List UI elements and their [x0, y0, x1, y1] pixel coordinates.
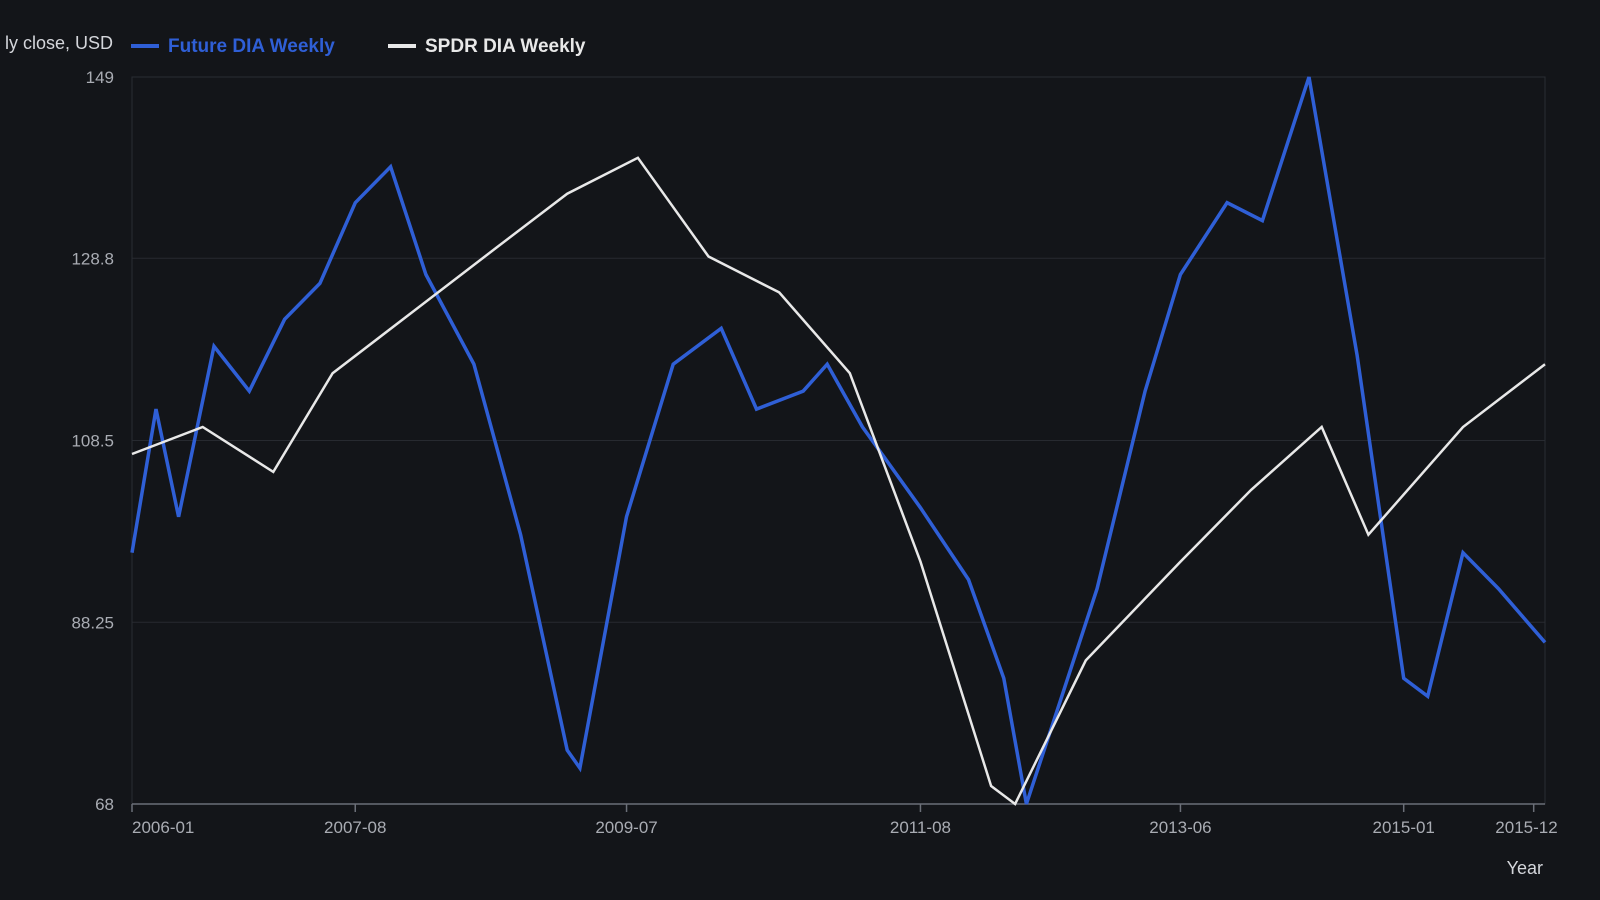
legend-item-future-dia[interactable]: Future DIA Weekly [131, 36, 335, 57]
legend-label: Future DIA Weekly [168, 36, 335, 57]
x-axis: 2006-01 2007-08 2009-07 2011-08 2013-06 2015-… [131, 803, 1558, 837]
y-tick-label: 108.5 [71, 432, 114, 451]
series-line-spdr-dia [131, 156, 1546, 806]
legend-label: SPDR DIA Weekly [425, 36, 586, 57]
series-lines [130, 76, 1547, 806]
x-tick-label: 2015-01 [1373, 818, 1435, 837]
x-tick-label: 2011-08 [890, 818, 951, 837]
x-tick-label: 2013-06 [1149, 818, 1211, 837]
x-tick-label: 2006-01 [132, 818, 194, 837]
y-tick-label: 88.25 [71, 613, 114, 632]
y-axis: 149 128.8 108.5 88.25 68 [71, 68, 114, 814]
y-tick-label: 68 [95, 795, 114, 814]
legend-item-spdr-dia[interactable]: SPDR DIA Weekly [388, 36, 586, 57]
y-tick-label: 128.8 [71, 249, 114, 268]
x-axis-title: Year [1507, 858, 1543, 878]
x-tick-label: 2015-12 [1495, 818, 1557, 837]
x-tick-label: 2009-07 [595, 818, 657, 837]
legend: Future DIA Weekly SPDR DIA Weekly [131, 36, 586, 57]
y-tick-label: 149 [86, 68, 114, 87]
y-axis-title: ly close, USD [5, 33, 113, 53]
gridlines [132, 76, 1545, 805]
x-tick-label: 2007-08 [324, 818, 386, 837]
series-line-future-dia [130, 76, 1547, 805]
